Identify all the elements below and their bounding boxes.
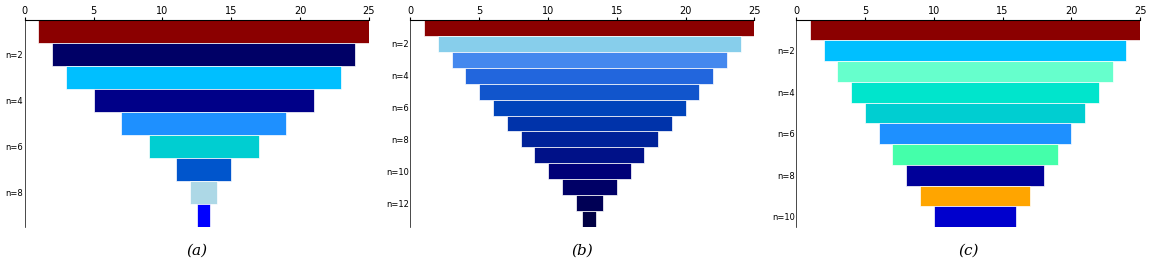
Bar bbox=[907, 165, 1044, 186]
Bar bbox=[452, 52, 727, 68]
Bar bbox=[190, 181, 218, 204]
Bar bbox=[879, 124, 1071, 144]
Bar bbox=[893, 144, 1058, 165]
Bar bbox=[934, 206, 1016, 227]
Bar bbox=[149, 135, 259, 158]
Bar bbox=[176, 158, 232, 181]
Bar bbox=[865, 103, 1085, 124]
Bar bbox=[93, 89, 313, 112]
Bar bbox=[66, 66, 341, 89]
Bar bbox=[38, 20, 369, 43]
Bar bbox=[562, 179, 616, 195]
Bar bbox=[920, 186, 1030, 206]
Bar bbox=[810, 20, 1140, 41]
Bar bbox=[521, 132, 658, 148]
Bar bbox=[824, 41, 1127, 61]
Bar bbox=[479, 84, 699, 99]
Bar bbox=[121, 112, 286, 135]
Bar bbox=[583, 211, 597, 227]
Text: (c): (c) bbox=[958, 244, 978, 258]
Bar bbox=[465, 68, 713, 84]
Bar bbox=[424, 20, 755, 36]
Bar bbox=[197, 204, 211, 227]
Bar bbox=[535, 148, 644, 163]
Bar bbox=[576, 195, 604, 211]
Bar bbox=[493, 99, 685, 115]
Bar bbox=[851, 82, 1099, 103]
Text: (b): (b) bbox=[571, 244, 593, 258]
Bar bbox=[438, 36, 741, 52]
Bar bbox=[838, 61, 1113, 82]
Bar bbox=[548, 163, 630, 179]
Bar bbox=[507, 115, 672, 132]
Bar bbox=[52, 43, 355, 66]
Text: (a): (a) bbox=[187, 244, 207, 258]
